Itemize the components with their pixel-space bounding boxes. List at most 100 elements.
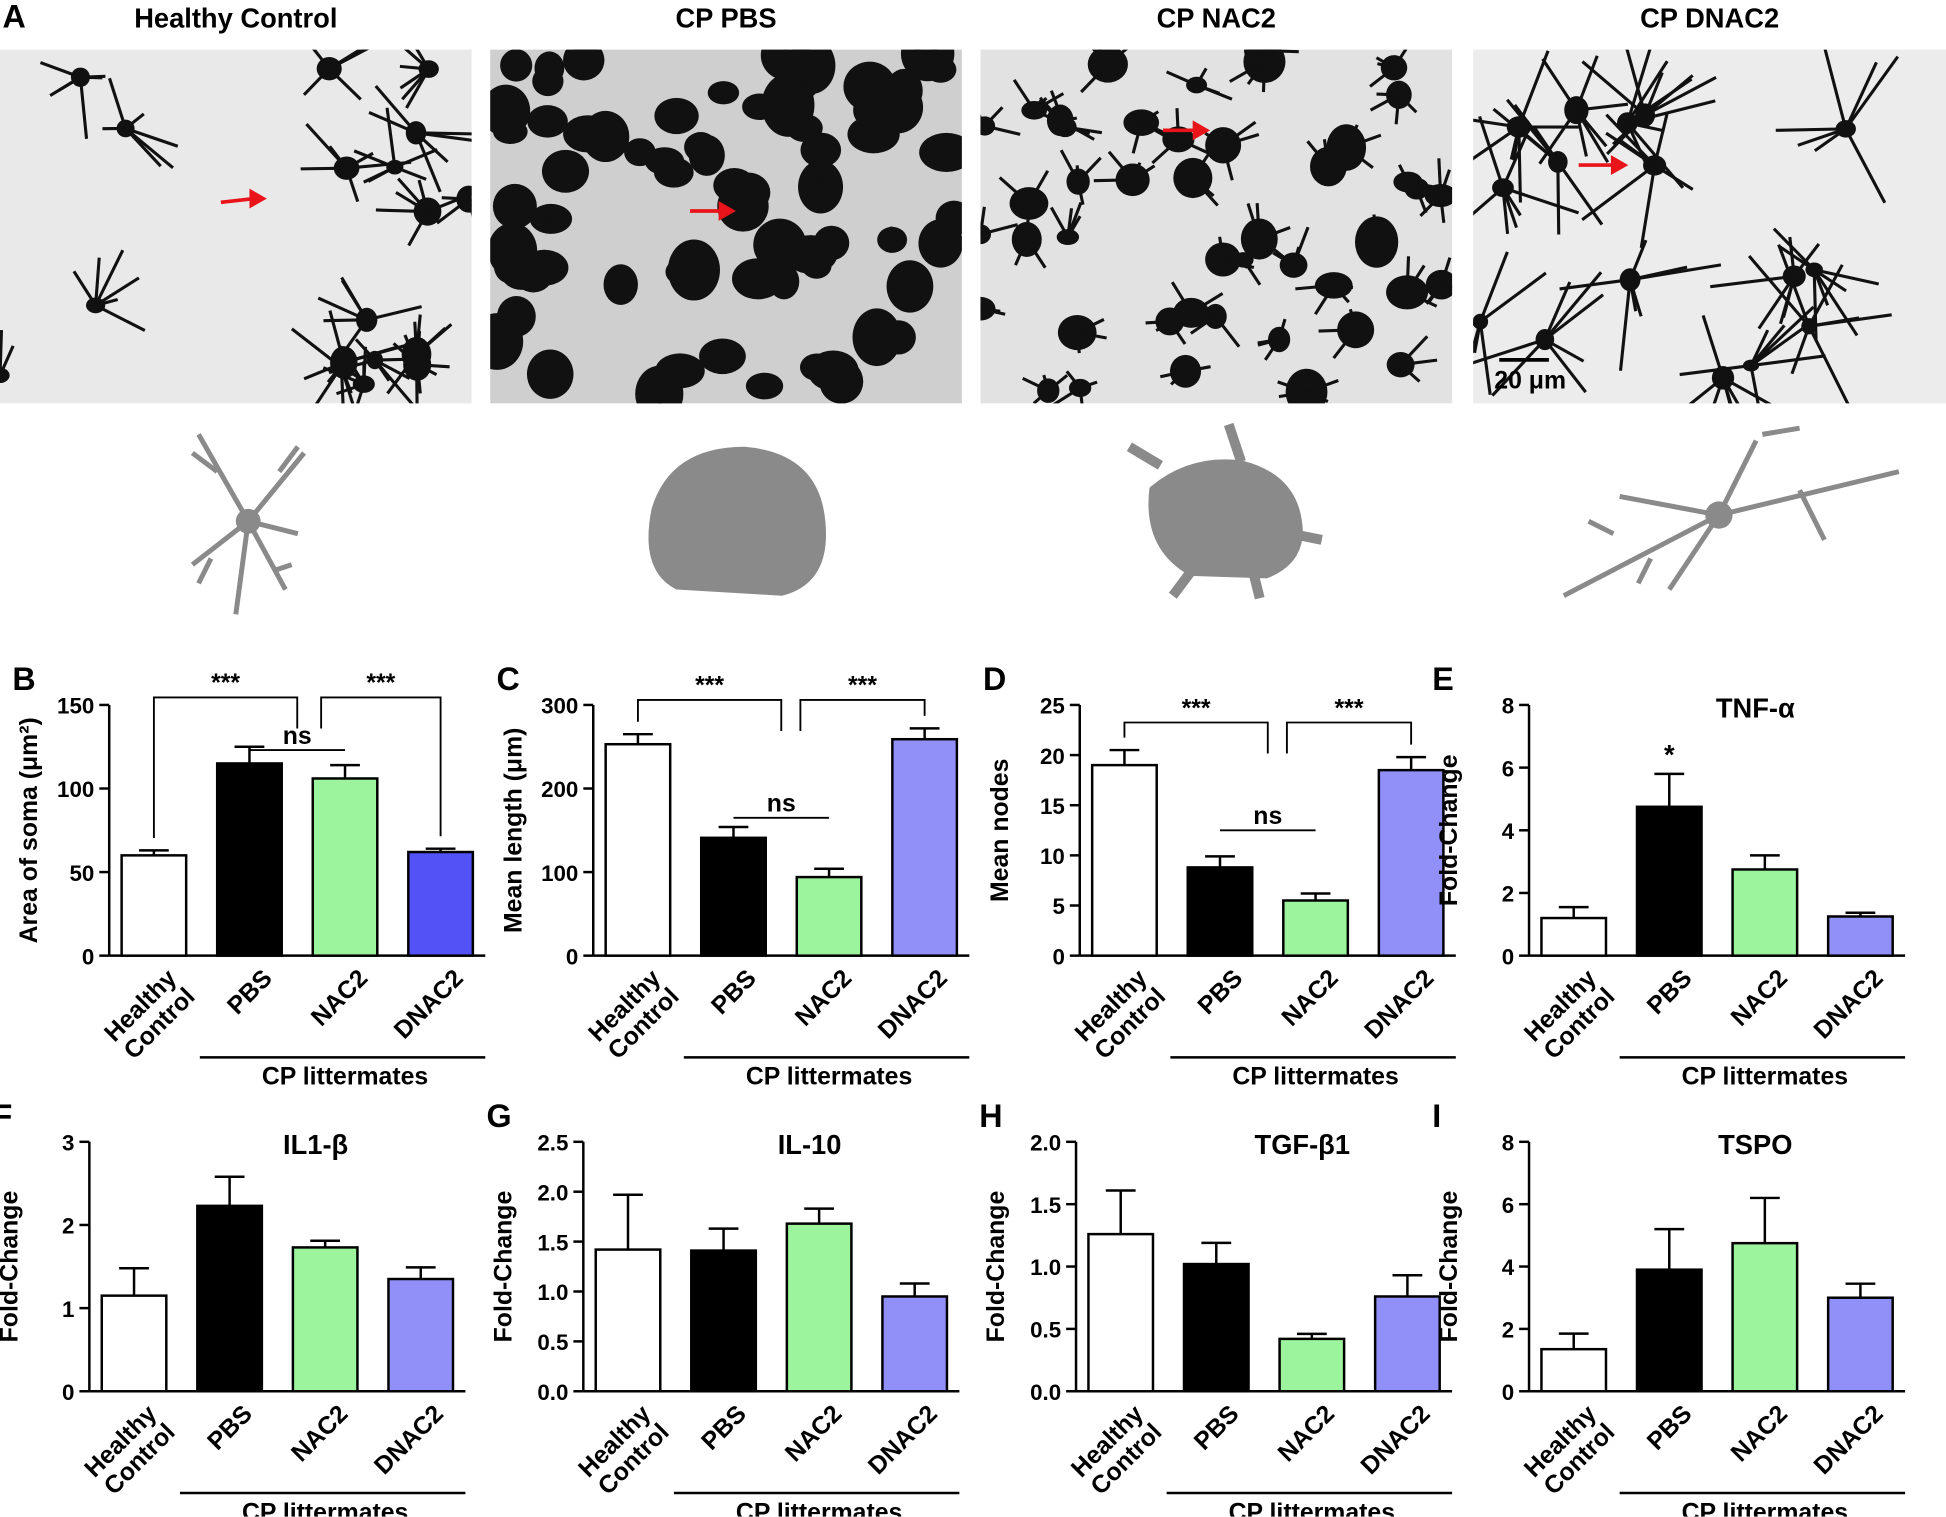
cell-process [1076,181,1085,206]
cell-process [574,58,586,63]
cell-process [1318,328,1356,333]
cell-process [345,167,360,203]
cell-process [1574,109,1588,157]
cell-process [1501,187,1510,235]
y-tick-label: 2 [1502,1318,1514,1343]
cell-process [1543,281,1572,341]
cell-process [945,140,957,154]
cell-process [0,330,4,376]
image-title: Healthy Control [134,2,337,33]
cell-process [752,105,761,118]
cell-process [748,277,759,282]
cell-process [1581,60,1647,117]
cell-process [1078,387,1084,404]
cell-process [303,361,345,381]
y-tick-label: 1 [62,1297,74,1322]
cell-process [375,208,428,214]
cell-process [1749,305,1815,367]
cell-process [1721,377,1740,404]
bar [196,1204,264,1393]
cell-process [1473,321,1482,354]
cell-process [1345,146,1374,169]
cell-body [500,49,533,82]
significance-label: * [1664,739,1675,770]
cell-process [934,238,942,245]
cell-process [604,135,611,145]
y-axis-label: Mean length (μm) [500,728,527,933]
cell-body [1243,49,1274,64]
bar [1540,1347,1608,1393]
cell-body [635,365,684,404]
cell-process [405,68,431,109]
cell-process [1813,268,1880,286]
cell-process [513,205,521,212]
group-label: CP littermates [1232,1064,1398,1091]
significance-label: ns [767,791,796,818]
cell-process [1516,126,1559,164]
y-tick-label: 20 [1040,744,1065,769]
cell-process [721,348,732,358]
cell-process [1538,109,1578,165]
significance-bracket [1123,721,1269,754]
cell-process [1292,246,1301,266]
group-label: CP littermates [1682,1064,1848,1091]
cell-process [1012,237,1028,245]
y-axis-label: Area of soma (μm²) [16,717,43,943]
bar [1278,1337,1346,1393]
cell-process [1248,49,1261,76]
cell-process [1479,271,1547,323]
cell-process [323,318,367,323]
y-tick-label: 6 [1502,756,1514,781]
cell-process [1229,60,1266,83]
cell-process [1131,122,1143,154]
bar [1186,866,1254,957]
cell-process [980,206,986,235]
cell-process [1505,98,1560,163]
cell-process [1749,324,1786,367]
bar [1731,1241,1799,1393]
cell-process [1473,118,1520,129]
cell-process [1059,118,1095,141]
cell-process [1261,61,1266,93]
cell-body [900,49,955,82]
cell-process [984,124,1021,136]
chart-title: TNF-α [1716,692,1795,723]
cell-process [78,77,89,139]
red-arrowhead [1192,120,1211,141]
cell-process [1747,254,1811,328]
cell-process [1305,390,1329,403]
cell-process [124,127,162,168]
cell-process [656,159,666,168]
cell-process [366,305,422,322]
bar [1182,1262,1250,1393]
cell-process [467,198,472,217]
cell-process [721,92,729,105]
cell-process [712,346,724,358]
cell-process [1419,194,1442,217]
cell-process [374,357,407,362]
cell-process [367,165,396,183]
cell-process [1556,161,1604,226]
cell-process [328,145,348,170]
cell-process [1788,236,1796,277]
cell-process [783,280,790,286]
cell-process [1042,374,1050,392]
cell-body [568,49,603,78]
cell-process [1278,390,1307,399]
cell-process [1644,74,1694,117]
panel-letter: A [2,0,25,34]
cell-process [1059,149,1080,183]
cell-process [317,296,368,322]
cell-process [1605,113,1647,156]
cell-process [504,102,511,112]
cell-process [675,106,689,118]
bar [1282,899,1350,957]
bar [891,737,959,957]
cell-process [549,368,562,376]
bar [407,850,475,957]
cell-process [374,358,411,380]
cell-process [368,110,417,135]
cell-process [1221,144,1234,181]
cell-process [1491,338,1546,397]
